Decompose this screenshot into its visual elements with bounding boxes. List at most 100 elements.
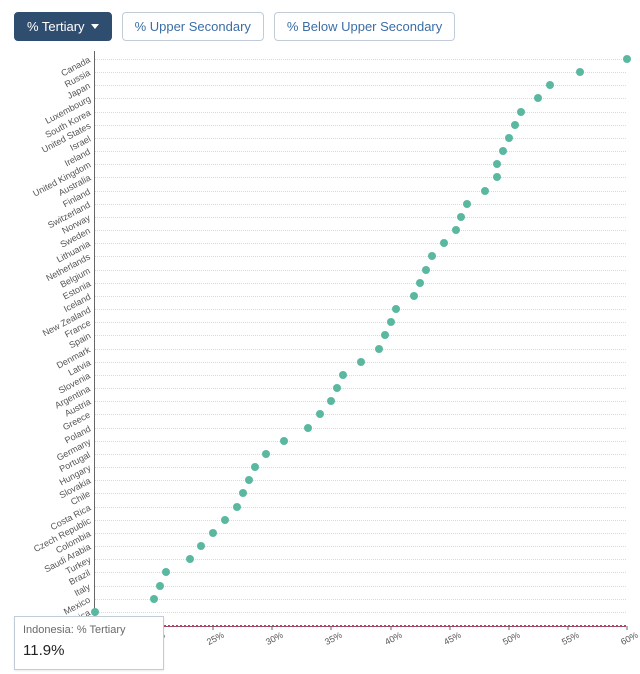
gridline: [95, 138, 626, 139]
data-point[interactable]: [428, 252, 436, 260]
plot-area: 20%25%30%35%40%45%50%55%60%: [94, 51, 626, 627]
data-point[interactable]: [327, 397, 335, 405]
tab-bar: % Tertiary % Upper Secondary % Below Upp…: [14, 12, 626, 41]
x-axis-tick: 60%: [619, 630, 640, 647]
gridline: [95, 612, 626, 613]
gridline: [95, 322, 626, 323]
data-point[interactable]: [546, 81, 554, 89]
gridline: [95, 507, 626, 508]
data-point[interactable]: [186, 555, 194, 563]
tab-below-upper-secondary[interactable]: % Below Upper Secondary: [274, 12, 455, 41]
gridline: [95, 59, 626, 60]
gridline: [95, 520, 626, 521]
data-point[interactable]: [245, 476, 253, 484]
data-point[interactable]: [534, 94, 542, 102]
dot-plot-chart: 20%25%30%35%40%45%50%55%60% CanadaRussia…: [14, 47, 626, 627]
gridline: [95, 98, 626, 99]
tooltip-title: Indonesia: % Tertiary: [23, 623, 155, 638]
gridline: [95, 493, 626, 494]
data-point[interactable]: [499, 147, 507, 155]
data-point[interactable]: [221, 516, 229, 524]
gridline: [95, 441, 626, 442]
data-point[interactable]: [481, 187, 489, 195]
gridline: [95, 599, 626, 600]
gridline: [95, 72, 626, 73]
data-point[interactable]: [452, 226, 460, 234]
tab-label: % Below Upper Secondary: [287, 20, 442, 33]
tab-upper-secondary[interactable]: % Upper Secondary: [122, 12, 264, 41]
x-tick-mark: [627, 626, 628, 630]
gridline: [95, 414, 626, 415]
gridline: [95, 177, 626, 178]
x-tick-mark: [390, 626, 391, 630]
data-point[interactable]: [381, 331, 389, 339]
data-point[interactable]: [162, 568, 170, 576]
tab-label: % Upper Secondary: [135, 20, 251, 33]
data-point[interactable]: [339, 371, 347, 379]
data-point[interactable]: [517, 108, 525, 116]
data-point[interactable]: [440, 239, 448, 247]
x-axis-tick: 40%: [383, 630, 404, 647]
x-tick-mark: [331, 626, 332, 630]
x-axis-tick: 35%: [323, 630, 344, 647]
data-point[interactable]: [333, 384, 341, 392]
gridline: [95, 296, 626, 297]
data-point[interactable]: [197, 542, 205, 550]
gridline: [95, 546, 626, 547]
x-tick-mark: [508, 626, 509, 630]
x-tick-mark: [272, 626, 273, 630]
x-axis-tick: 30%: [264, 630, 285, 647]
data-point[interactable]: [410, 292, 418, 300]
data-point[interactable]: [233, 503, 241, 511]
data-point[interactable]: [239, 489, 247, 497]
x-axis-tick: 55%: [560, 630, 581, 647]
data-point[interactable]: [493, 173, 501, 181]
gridline: [95, 204, 626, 205]
data-point[interactable]: [280, 437, 288, 445]
tab-tertiary[interactable]: % Tertiary: [14, 12, 112, 41]
gridline: [95, 480, 626, 481]
data-point[interactable]: [251, 463, 259, 471]
data-point[interactable]: [156, 582, 164, 590]
data-point[interactable]: [493, 160, 501, 168]
data-point[interactable]: [511, 121, 519, 129]
data-point[interactable]: [463, 200, 471, 208]
x-tick-mark: [567, 626, 568, 630]
data-point[interactable]: [150, 595, 158, 603]
data-point[interactable]: [416, 279, 424, 287]
gridline: [95, 125, 626, 126]
gridline: [95, 586, 626, 587]
gridline: [95, 467, 626, 468]
gridline: [95, 375, 626, 376]
gridline: [95, 217, 626, 218]
x-tick-mark: [213, 626, 214, 630]
data-point[interactable]: [357, 358, 365, 366]
gridline: [95, 151, 626, 152]
gridline: [95, 572, 626, 573]
gridline: [95, 559, 626, 560]
data-point[interactable]: [375, 345, 383, 353]
gridline: [95, 335, 626, 336]
gridline: [95, 428, 626, 429]
data-point[interactable]: [304, 424, 312, 432]
chevron-down-icon: [91, 24, 99, 29]
gridline: [95, 401, 626, 402]
data-point[interactable]: [316, 410, 324, 418]
data-point[interactable]: [422, 266, 430, 274]
gridline: [95, 533, 626, 534]
gridline: [95, 309, 626, 310]
data-point[interactable]: [623, 55, 631, 63]
data-point[interactable]: [392, 305, 400, 313]
gridline: [95, 283, 626, 284]
data-point[interactable]: [505, 134, 513, 142]
gridline: [95, 625, 626, 627]
gridline: [95, 243, 626, 244]
tooltip: Indonesia: % Tertiary 11.9%: [14, 616, 164, 670]
data-point[interactable]: [209, 529, 217, 537]
data-point[interactable]: [457, 213, 465, 221]
data-point[interactable]: [576, 68, 584, 76]
data-point[interactable]: [387, 318, 395, 326]
gridline: [95, 388, 626, 389]
x-tick-mark: [449, 626, 450, 630]
data-point[interactable]: [262, 450, 270, 458]
